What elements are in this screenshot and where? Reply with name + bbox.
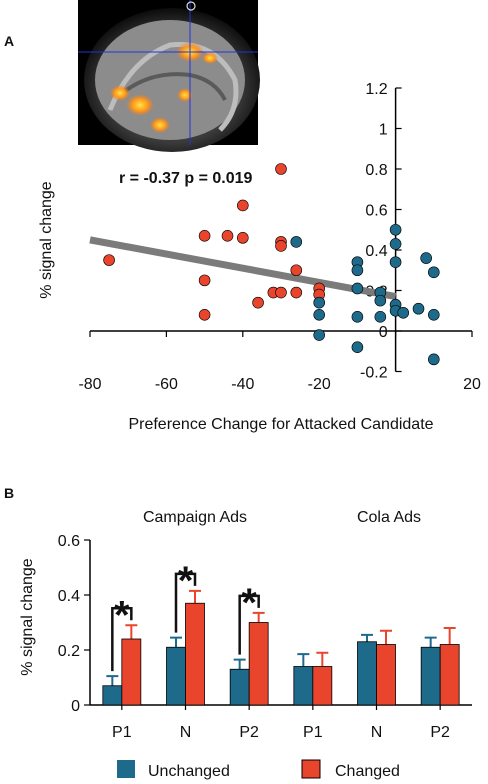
significance-bracket <box>174 572 197 633</box>
bar-category-label: N <box>371 724 383 741</box>
significance-star: * <box>114 593 130 637</box>
scatter-y-tick-label: 0.8 <box>365 162 387 179</box>
scatter-point-changed <box>237 232 249 244</box>
panel-label-b: B <box>4 485 14 501</box>
scatter-x-tick-label: -60 <box>155 376 178 393</box>
bar-y-axis-title: % signal change <box>19 558 36 676</box>
scatter-point-unchanged <box>374 294 387 307</box>
bar-unchanged <box>229 668 250 706</box>
scatter-x-axis-title: Preference Change for Attacked Candidate <box>128 416 433 433</box>
scatter-point-changed <box>252 296 264 309</box>
scatter-y-tick-label: 0.6 <box>365 203 387 220</box>
scatter-point-unchanged <box>389 256 402 268</box>
bar-unchanged <box>102 685 123 706</box>
scatter-y-axis-title: % signal change <box>38 181 55 299</box>
bar-changed <box>185 602 205 706</box>
scatter-point-unchanged <box>374 311 387 323</box>
group-title-cola: Cola Ads <box>357 509 421 526</box>
scatter-point-changed <box>290 264 303 277</box>
bar-category-label: P1 <box>112 724 132 741</box>
scatter-point-changed <box>275 286 287 299</box>
bar-y-tick-label: 0 <box>71 698 80 715</box>
scatter-point-unchanged <box>290 236 303 248</box>
bar-category-label: N <box>180 724 192 741</box>
scatter-x-tick-label: -80 <box>78 376 101 393</box>
scatter-point-unchanged <box>427 308 440 321</box>
bar-category-label: P1 <box>303 724 323 741</box>
scatter-point-changed <box>237 199 249 212</box>
significance-star: * <box>241 581 257 625</box>
legend-label-unchanged: Unchanged <box>148 763 230 780</box>
bar-category-label: P2 <box>239 724 259 741</box>
scatter-y-tick-label: 0 <box>379 324 388 341</box>
scatter-point-unchanged <box>420 252 432 264</box>
bar-changed <box>439 644 460 706</box>
scatter-point-changed <box>290 286 303 299</box>
bar-changed <box>376 644 396 706</box>
legend-swatch-unchanged <box>117 760 135 778</box>
bar-changed <box>121 638 142 706</box>
bar-y-tick-label: 0.2 <box>58 643 80 660</box>
scatter-y-tick-label: 1.2 <box>365 81 387 98</box>
scatter-point-unchanged <box>351 282 364 295</box>
bar-changed <box>248 622 269 706</box>
bar-unchanged <box>420 646 441 706</box>
bar-unchanged <box>166 646 186 706</box>
scatter-point-unchanged <box>313 308 326 321</box>
scatter-point-changed <box>198 308 211 321</box>
group-title-campaign: Campaign Ads <box>143 509 247 526</box>
legend: Unchanged Changed <box>117 759 400 780</box>
scatter-point-unchanged <box>389 238 402 250</box>
legend-swatch-changed <box>301 759 321 779</box>
scatter-point-unchanged <box>427 353 440 366</box>
significance-star: * <box>178 559 194 603</box>
scatter-x-tick-label: -20 <box>308 376 331 393</box>
panel-label-a: A <box>4 33 14 49</box>
bar-y-tick-label: 0.4 <box>58 588 80 605</box>
scatter-point-unchanged <box>351 264 364 277</box>
bar-unchanged <box>357 641 377 706</box>
scatter-point-unchanged <box>351 341 364 354</box>
bar-unchanged <box>293 666 314 706</box>
scatter-point-unchanged <box>412 302 425 315</box>
scatter-point-changed <box>275 240 287 252</box>
legend-label-changed: Changed <box>335 763 400 780</box>
scatter-point-changed <box>275 163 287 175</box>
regression-line <box>89 236 397 301</box>
correlation-annotation: r = -0.37 p = 0.019 <box>119 170 253 187</box>
scatter-point-unchanged <box>313 329 326 341</box>
scatter-point-unchanged <box>397 306 410 319</box>
significance-bracket <box>111 607 133 672</box>
significance-bracket <box>238 594 260 655</box>
scatter-point-unchanged <box>427 266 440 279</box>
bar-y-tick-label: 0.6 <box>58 533 80 550</box>
scatter-point-unchanged <box>313 296 326 309</box>
scatter-x-tick-label: 20 <box>463 376 481 393</box>
bar-category-label: P2 <box>430 724 450 741</box>
scatter-point-unchanged <box>389 223 402 236</box>
scatter-point-changed <box>221 230 234 242</box>
scatter-point-changed <box>103 254 115 266</box>
scatter-point-changed <box>198 230 211 242</box>
bar-changed <box>312 666 333 706</box>
scatter-point-changed <box>198 274 211 287</box>
scatter-y-tick-label: -0.2 <box>360 365 388 382</box>
scatter-x-tick-label: -40 <box>231 376 254 393</box>
scatter-y-tick-label: 1 <box>379 122 388 139</box>
bar-chart: 0 0.2 0.4 0.6 P1 N P2 P1 N P2 * * * <box>58 533 472 741</box>
scatter-y-tick-label: 0.4 <box>365 243 387 260</box>
brain-mri-icon <box>78 0 260 152</box>
scatter-point-unchanged <box>351 311 364 323</box>
